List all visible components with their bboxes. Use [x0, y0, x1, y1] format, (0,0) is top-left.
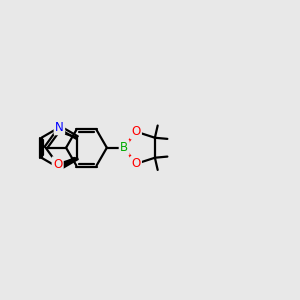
Text: O: O	[131, 158, 140, 170]
Text: B: B	[120, 141, 128, 154]
Text: O: O	[131, 125, 140, 138]
Text: O: O	[53, 158, 62, 171]
Text: N: N	[55, 121, 64, 134]
